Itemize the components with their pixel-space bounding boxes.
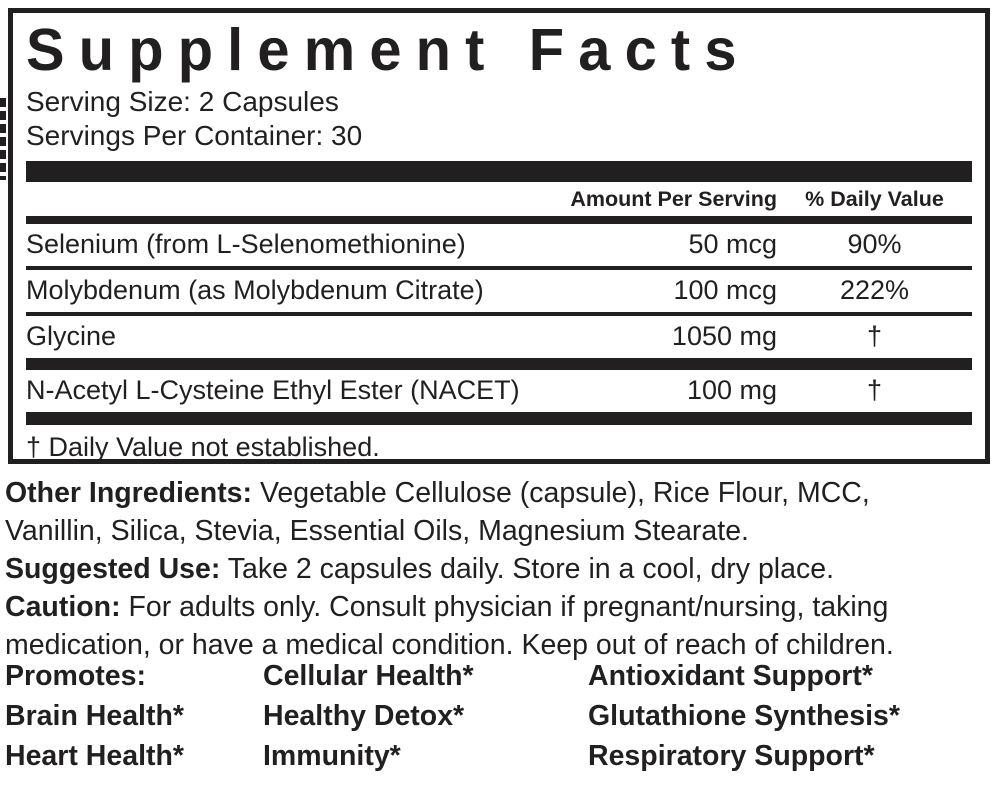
ingredient-name: N-Acetyl L-Cysteine Ethyl Ester (NACET): [26, 375, 520, 406]
supplement-facts-panel: Supplement Facts Serving Size: 2 Capsule…: [8, 8, 990, 464]
info-section: Other Ingredients: Vegetable Cellulose (…: [5, 474, 995, 664]
serving-info: Serving Size: 2 Capsules Servings Per Co…: [26, 85, 972, 153]
table-row: N-Acetyl L-Cysteine Ethyl Ester (NACET) …: [26, 370, 972, 412]
suggested-use-paragraph: Suggested Use: Take 2 capsules daily. St…: [5, 550, 995, 588]
promotes-benefit: Antioxidant Support*: [588, 660, 873, 692]
ingredient-amount: 1050 mg: [671, 321, 777, 352]
promotes-benefit: Immunity*: [263, 740, 401, 772]
ingredient-daily-value: 90%: [847, 229, 902, 260]
header-daily-value: % Daily Value: [805, 187, 944, 212]
serving-size: Serving Size: 2 Capsules: [26, 86, 339, 118]
ingredient-name: Molybdenum (as Molybdenum Citrate): [26, 275, 484, 306]
suggested-use-label: Suggested Use:: [5, 553, 221, 585]
left-edge-print-artifact: [0, 98, 6, 180]
divider-bar-medium: [26, 216, 972, 225]
promotes-benefit: Respiratory Support*: [588, 740, 875, 772]
ingredient-daily-value: †: [866, 321, 883, 352]
promotes-benefit: Glutathione Synthesis*: [588, 700, 900, 732]
row-separator-thick: [26, 358, 972, 371]
ingredient-daily-value: †: [866, 375, 883, 406]
row-separator-thick: [26, 412, 972, 426]
ingredient-amount: 50 mcg: [688, 229, 777, 260]
caution-text: For adults only. Consult physician if pr…: [5, 591, 894, 661]
daily-value-footnote: † Daily Value not established.: [26, 432, 380, 463]
servings-per-container: Servings Per Container: 30: [26, 120, 363, 152]
table-row: Selenium (from L-Selenomethionine) 50 mc…: [26, 224, 972, 266]
ingredient-amount: 100 mg: [686, 375, 777, 406]
promotes-heading: Promotes:: [5, 660, 146, 692]
row-separator-thin: [26, 266, 972, 271]
divider-bar-heavy: [26, 161, 972, 183]
caution-label: Caution:: [5, 591, 121, 623]
ingredient-amount: 100 mcg: [673, 275, 777, 306]
caution-paragraph: Caution: For adults only. Consult physic…: [5, 588, 995, 664]
promotes-grid: Promotes: Cellular Health* Antioxidant S…: [5, 660, 995, 773]
promotes-benefit: Healthy Detox*: [263, 700, 465, 732]
header-amount-per-serving: Amount Per Serving: [570, 187, 777, 212]
other-ingredients-label: Other Ingredients:: [5, 477, 253, 509]
table-header-row: Amount Per Serving % Daily Value: [26, 182, 972, 216]
promotes-benefit: Cellular Health*: [263, 660, 474, 692]
ingredient-name: Glycine: [26, 321, 117, 352]
suggested-use-text: Take 2 capsules daily. Store in a cool, …: [220, 553, 835, 585]
other-ingredients-text: Vegetable Cellulose (capsule), Rice Flou…: [5, 477, 870, 547]
promotes-benefit: Brain Health*: [5, 700, 184, 732]
other-ingredients-paragraph: Other Ingredients: Vegetable Cellulose (…: [5, 474, 995, 550]
table-row: Glycine 1050 mg †: [26, 316, 972, 358]
table-row: Molybdenum (as Molybdenum Citrate) 100 m…: [26, 270, 972, 312]
promotes-benefit: Heart Health*: [5, 740, 184, 772]
ingredient-name: Selenium (from L-Selenomethionine): [26, 229, 466, 260]
row-separator-thin: [26, 312, 972, 317]
panel-title: Supplement Facts: [26, 17, 751, 83]
ingredient-daily-value: 222%: [839, 275, 910, 306]
